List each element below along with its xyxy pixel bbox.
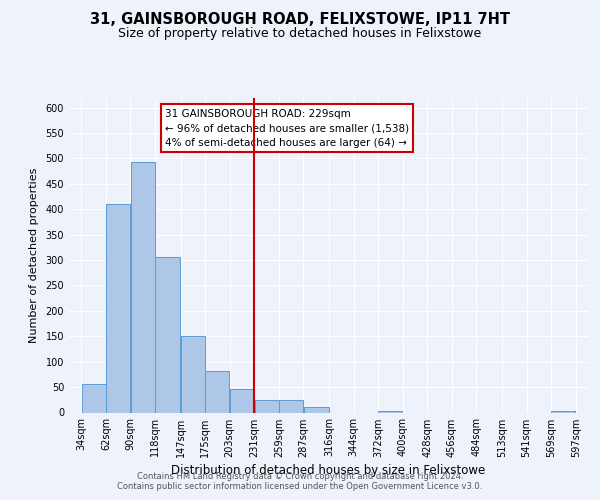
- Text: Size of property relative to detached houses in Felixstowe: Size of property relative to detached ho…: [118, 28, 482, 40]
- Bar: [205, 371, 229, 412]
- Text: Contains public sector information licensed under the Open Government Licence v3: Contains public sector information licen…: [118, 482, 482, 491]
- Bar: [181, 336, 205, 412]
- Bar: [82, 384, 106, 412]
- Bar: [304, 408, 329, 412]
- Text: 31 GAINSBOROUGH ROAD: 229sqm
← 96% of detached houses are smaller (1,538)
4% of : 31 GAINSBOROUGH ROAD: 229sqm ← 96% of de…: [165, 108, 409, 148]
- Bar: [155, 256, 180, 412]
- Bar: [254, 400, 278, 412]
- Bar: [279, 400, 303, 412]
- Bar: [131, 162, 155, 412]
- Bar: [551, 411, 575, 412]
- Text: 31, GAINSBOROUGH ROAD, FELIXSTOWE, IP11 7HT: 31, GAINSBOROUGH ROAD, FELIXSTOWE, IP11 …: [90, 12, 510, 28]
- Bar: [106, 204, 130, 412]
- Text: Contains HM Land Registry data © Crown copyright and database right 2024.: Contains HM Land Registry data © Crown c…: [137, 472, 463, 481]
- Bar: [379, 411, 403, 412]
- Y-axis label: Number of detached properties: Number of detached properties: [29, 168, 38, 342]
- X-axis label: Distribution of detached houses by size in Felixstowe: Distribution of detached houses by size …: [172, 464, 485, 476]
- Bar: [230, 389, 254, 412]
